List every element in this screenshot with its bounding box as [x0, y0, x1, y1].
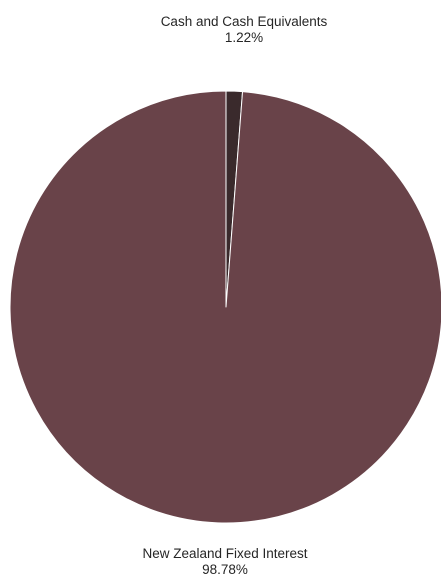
slice-label-cash-name: Cash and Cash Equivalents: [160, 14, 328, 29]
slice-label-fixed-interest-name: New Zealand Fixed Interest: [142, 546, 308, 561]
slice-label-cash: Cash and Cash Equivalents 1.22%: [134, 14, 354, 46]
slice-label-fixed-interest-percent: 98.78%: [202, 562, 248, 578]
slice-label-fixed-interest: New Zealand Fixed Interest 98.78%: [115, 546, 335, 578]
slice-label-cash-percent: 1.22%: [224, 30, 264, 46]
pie-slices: [9, 90, 441, 524]
pie-slice-fixed-interest: [9, 90, 441, 524]
